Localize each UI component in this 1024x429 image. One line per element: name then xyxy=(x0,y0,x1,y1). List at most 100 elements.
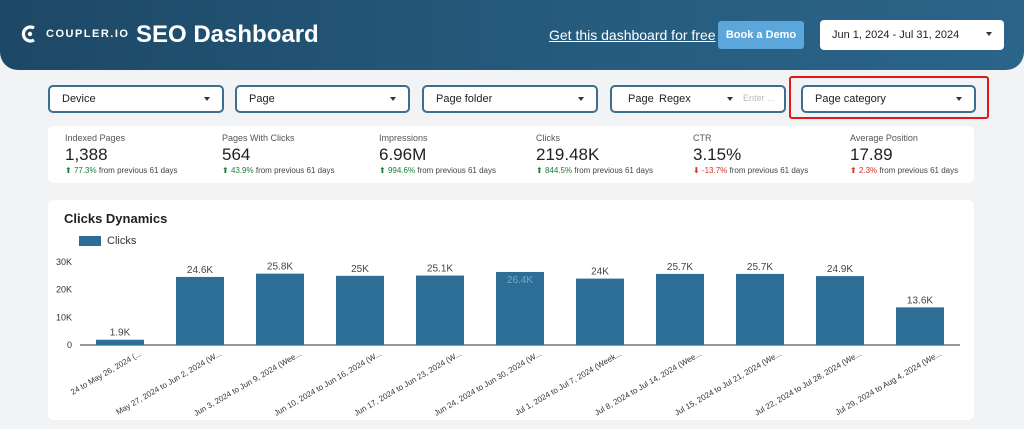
delta-suffix: from previous 61 days xyxy=(727,166,809,175)
arrow-up-icon: ⬆ xyxy=(536,166,543,175)
kpi-delta: ⬆ 994.6% from previous 61 days xyxy=(379,166,496,175)
kpi-delta: ⬆ 2.3% from previous 61 days xyxy=(850,166,958,175)
bar xyxy=(656,273,704,345)
bar-data-label: 24.9K xyxy=(827,264,853,275)
delta-suffix: from previous 61 days xyxy=(96,166,178,175)
bar xyxy=(816,276,864,345)
delta-suffix: from previous 61 days xyxy=(253,166,335,175)
x-tick-label: 24 to May 26, 2024 (... xyxy=(69,349,143,397)
bar xyxy=(336,275,384,345)
header-bar: COUPLER.IO SEO Dashboard Get this dashbo… xyxy=(0,0,1024,70)
bar-data-label: 25.1K xyxy=(427,264,453,275)
kpi-pages-with-clicks: Pages With Clicks 564 ⬆ 43.9% from previ… xyxy=(222,133,335,175)
arrow-down-icon: ⬇ xyxy=(693,166,700,175)
page-category-filter-label: Page category xyxy=(815,93,886,105)
page-category-filter[interactable]: Page category xyxy=(801,85,976,113)
chevron-down-icon xyxy=(578,97,584,101)
kpi-value: 17.89 xyxy=(850,145,893,164)
y-tick-label: 20K xyxy=(56,285,72,295)
kpi-ctr: CTR 3.15% ⬇ -13.7% from previous 61 days xyxy=(693,133,808,175)
chart-title: Clicks Dynamics xyxy=(64,211,168,226)
arrow-up-icon: ⬆ xyxy=(222,166,229,175)
bar-data-label: 25.7K xyxy=(747,262,773,273)
date-range-value: Jun 1, 2024 - Jul 31, 2024 xyxy=(832,29,960,41)
regex-input[interactable]: Enter ... xyxy=(743,93,775,103)
kpi-indexed-pages: Indexed Pages 1,388 ⬆ 77.3% from previou… xyxy=(65,133,178,175)
bar xyxy=(256,273,304,345)
bar xyxy=(96,339,144,345)
kpi-scorecards: Indexed Pages 1,388 ⬆ 77.3% from previou… xyxy=(48,126,974,183)
delta-value: 43.9% xyxy=(230,166,254,175)
page-regex-filter: Page Regex Enter ... xyxy=(610,85,786,113)
legend-swatch xyxy=(79,236,101,246)
bar-data-label: 25.8K xyxy=(267,262,293,273)
arrow-up-icon: ⬆ xyxy=(379,166,386,175)
kpi-average-position: Average Position 17.89 ⬆ 2.3% from previ… xyxy=(850,133,958,175)
get-dashboard-link[interactable]: Get this dashboard for free xyxy=(549,27,716,43)
coupler-logo[interactable]: COUPLER.IO xyxy=(20,24,129,44)
page-filter-label: Page xyxy=(249,93,275,105)
kpi-value: 1,388 xyxy=(65,145,108,164)
device-filter[interactable]: Device xyxy=(48,85,224,113)
kpi-label: Indexed Pages xyxy=(65,133,126,143)
bar xyxy=(176,276,224,345)
kpi-delta: ⬆ 43.9% from previous 61 days xyxy=(222,166,335,175)
device-filter-label: Device xyxy=(62,93,96,105)
delta-suffix: from previous 61 days xyxy=(572,166,654,175)
bar xyxy=(576,278,624,345)
page-folder-filter-label: Page folder xyxy=(436,93,493,105)
kpi-delta: ⬇ -13.7% from previous 61 days xyxy=(693,166,808,175)
kpi-delta: ⬆ 844.5% from previous 61 days xyxy=(536,166,653,175)
delta-suffix: from previous 61 days xyxy=(877,166,959,175)
kpi-label: Average Position xyxy=(850,133,918,143)
bar-data-label: 24.6K xyxy=(187,265,213,276)
kpi-value: 219.48K xyxy=(536,145,600,164)
coupler-logo-icon xyxy=(20,24,40,44)
kpi-value: 3.15% xyxy=(693,145,742,164)
chevron-down-icon xyxy=(956,97,962,101)
kpi-label: CTR xyxy=(693,133,712,143)
page-regex-label: Page xyxy=(628,93,654,105)
kpi-clicks: Clicks 219.48K ⬆ 844.5% from previous 61… xyxy=(536,133,653,175)
delta-suffix: from previous 61 days xyxy=(415,166,497,175)
chevron-down-icon xyxy=(986,32,992,36)
y-tick-label: 0 xyxy=(67,340,72,350)
kpi-value: 564 xyxy=(222,145,251,164)
kpi-label: Impressions xyxy=(379,133,428,143)
delta-value: 994.6% xyxy=(387,166,416,175)
bar-data-label: 1.9K xyxy=(110,328,131,339)
regex-mode-value: Regex xyxy=(659,93,691,105)
chart-legend[interactable]: Clicks xyxy=(79,235,136,247)
bar-data-label: 13.6K xyxy=(907,295,933,306)
bar-data-label: 24K xyxy=(591,267,609,278)
y-tick-label: 10K xyxy=(56,312,72,322)
kpi-label: Pages With Clicks xyxy=(222,133,295,143)
regex-mode-dropdown[interactable]: Regex xyxy=(659,93,737,105)
clicks-dynamics-panel: 0 10K 20K 30K 1.9K 24 to May 26, 2024 (... 24.… xyxy=(48,200,974,420)
arrow-up-icon: ⬆ xyxy=(65,166,72,175)
book-demo-button[interactable]: Book a Demo xyxy=(718,21,804,49)
page-title: SEO Dashboard xyxy=(136,21,319,48)
chevron-down-icon xyxy=(390,97,396,101)
chevron-down-icon xyxy=(204,97,210,101)
delta-value: 844.5% xyxy=(544,166,573,175)
clicks-bar-chart: 0 10K 20K 30K 1.9K 24 to May 26, 2024 (... 24.… xyxy=(56,257,960,418)
kpi-delta: ⬆ 77.3% from previous 61 days xyxy=(65,166,178,175)
legend-label: Clicks xyxy=(107,235,137,247)
bar-data-label: 25K xyxy=(351,264,369,275)
kpi-value: 6.96M xyxy=(379,145,427,164)
bar xyxy=(496,271,544,345)
date-range-picker[interactable]: Jun 1, 2024 - Jul 31, 2024 xyxy=(820,20,1004,50)
delta-value: 77.3% xyxy=(73,166,97,175)
arrow-up-icon: ⬆ xyxy=(850,166,857,175)
highlight-box xyxy=(789,76,989,119)
page-folder-filter[interactable]: Page folder xyxy=(422,85,598,113)
kpi-impressions: Impressions 6.96M ⬆ 994.6% from previous… xyxy=(379,133,496,175)
delta-value: 2.3% xyxy=(858,166,878,175)
page-filter[interactable]: Page xyxy=(235,85,410,113)
chevron-down-icon xyxy=(727,97,733,101)
logo-text: COUPLER.IO xyxy=(46,28,130,40)
y-tick-label: 30K xyxy=(56,257,72,267)
bar xyxy=(896,307,944,345)
bar-data-label: 25.7K xyxy=(667,262,693,273)
